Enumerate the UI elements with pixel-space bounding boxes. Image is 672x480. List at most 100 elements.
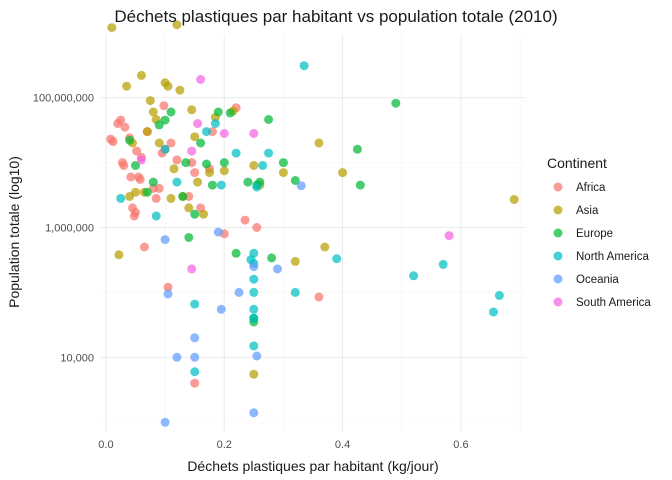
point-africa bbox=[126, 172, 136, 182]
point-south-america bbox=[249, 129, 259, 138]
legend-label-europe: Europe bbox=[576, 228, 613, 240]
point-africa bbox=[252, 223, 262, 232]
point-asia bbox=[131, 187, 140, 197]
point-africa bbox=[159, 101, 169, 111]
point-oceania bbox=[252, 351, 262, 361]
point-north-america bbox=[172, 177, 182, 187]
point-europe bbox=[148, 177, 158, 187]
point-oceania bbox=[160, 235, 170, 245]
point-europe bbox=[355, 180, 365, 190]
point-asia bbox=[114, 250, 124, 260]
point-north-america bbox=[299, 61, 309, 71]
x-axis-title: Déchets plastiques par habitant (kg/jour… bbox=[187, 458, 438, 474]
point-europe bbox=[202, 159, 211, 169]
point-europe bbox=[278, 158, 288, 168]
point-asia bbox=[154, 138, 164, 148]
point-asia bbox=[172, 20, 182, 30]
data-points bbox=[106, 20, 519, 427]
point-asia bbox=[290, 256, 300, 266]
point-north-america bbox=[258, 161, 268, 170]
point-asia bbox=[190, 132, 200, 142]
point-north-america bbox=[231, 148, 241, 158]
point-north-america bbox=[264, 148, 274, 158]
point-europe bbox=[207, 180, 217, 190]
point-oceania bbox=[296, 181, 306, 191]
point-south-america bbox=[136, 155, 146, 165]
point-asia bbox=[205, 168, 214, 178]
point-south-america bbox=[187, 264, 197, 274]
y-tick-label: 10,000 bbox=[60, 352, 94, 364]
point-north-america bbox=[249, 248, 259, 258]
point-europe bbox=[160, 115, 170, 125]
point-africa bbox=[163, 282, 173, 292]
point-africa bbox=[190, 378, 200, 388]
legend-title: Continent bbox=[547, 155, 607, 171]
x-tick-label: 0.2 bbox=[217, 439, 232, 451]
legend-key-north-america bbox=[553, 251, 563, 261]
point-africa bbox=[135, 174, 145, 184]
axis-ticks: 0.0 0.2 0.4 0.6 10,000 1,000,000 100,000,000 bbox=[33, 93, 469, 451]
point-north-america bbox=[332, 254, 342, 264]
point-north-america bbox=[494, 290, 504, 300]
legend: Continent Africa Asia Europe North America O… bbox=[547, 155, 651, 309]
legend-key-africa bbox=[553, 182, 563, 192]
point-oceania bbox=[190, 352, 200, 362]
point-africa bbox=[131, 208, 140, 217]
point-north-america bbox=[252, 182, 262, 192]
point-africa bbox=[119, 161, 129, 170]
point-south-america bbox=[187, 146, 197, 156]
x-tick-label: 0.0 bbox=[98, 439, 113, 451]
point-oceania bbox=[160, 417, 170, 427]
point-south-america bbox=[444, 231, 454, 241]
legend-label-south-america: South America bbox=[576, 297, 651, 309]
legend-label-north-america: North America bbox=[576, 251, 649, 263]
point-north-america bbox=[290, 287, 300, 297]
point-asia bbox=[199, 209, 208, 219]
point-oceania bbox=[163, 289, 173, 299]
point-asia bbox=[338, 168, 348, 178]
point-europe bbox=[391, 98, 401, 108]
point-asia bbox=[142, 127, 152, 137]
point-north-america bbox=[210, 119, 220, 128]
point-africa bbox=[116, 115, 126, 125]
point-asia bbox=[136, 70, 146, 80]
point-africa bbox=[240, 215, 250, 225]
point-south-america bbox=[196, 75, 206, 84]
point-europe bbox=[243, 177, 253, 187]
point-europe bbox=[181, 158, 191, 168]
point-north-america bbox=[202, 127, 211, 137]
point-oceania bbox=[273, 264, 282, 274]
point-north-america bbox=[249, 313, 259, 323]
point-asia bbox=[249, 161, 259, 170]
point-europe bbox=[352, 144, 362, 154]
point-oceania bbox=[213, 227, 223, 237]
point-asia bbox=[193, 177, 203, 187]
point-europe bbox=[178, 192, 188, 201]
point-asia bbox=[187, 105, 197, 115]
point-north-america bbox=[438, 259, 448, 269]
point-oceania bbox=[249, 262, 259, 272]
point-north-america bbox=[489, 307, 498, 317]
point-europe bbox=[231, 248, 241, 258]
legend-label-africa: Africa bbox=[576, 182, 606, 194]
legend-key-oceania bbox=[553, 274, 563, 284]
point-north-america bbox=[190, 299, 200, 309]
point-south-america bbox=[219, 129, 229, 138]
legend-key-asia bbox=[553, 205, 563, 215]
point-oceania bbox=[249, 408, 259, 418]
point-africa bbox=[151, 193, 161, 203]
point-europe bbox=[131, 161, 140, 170]
point-europe bbox=[125, 135, 135, 145]
point-asia bbox=[148, 107, 158, 117]
point-europe bbox=[184, 233, 194, 242]
point-asia bbox=[122, 81, 132, 91]
point-africa bbox=[314, 292, 324, 302]
point-oceania bbox=[216, 304, 226, 314]
point-europe bbox=[264, 115, 274, 124]
point-north-america bbox=[160, 144, 170, 154]
point-africa bbox=[132, 146, 142, 156]
x-tick-label: 0.6 bbox=[453, 439, 468, 451]
point-asia bbox=[175, 85, 185, 95]
point-europe bbox=[225, 108, 235, 118]
